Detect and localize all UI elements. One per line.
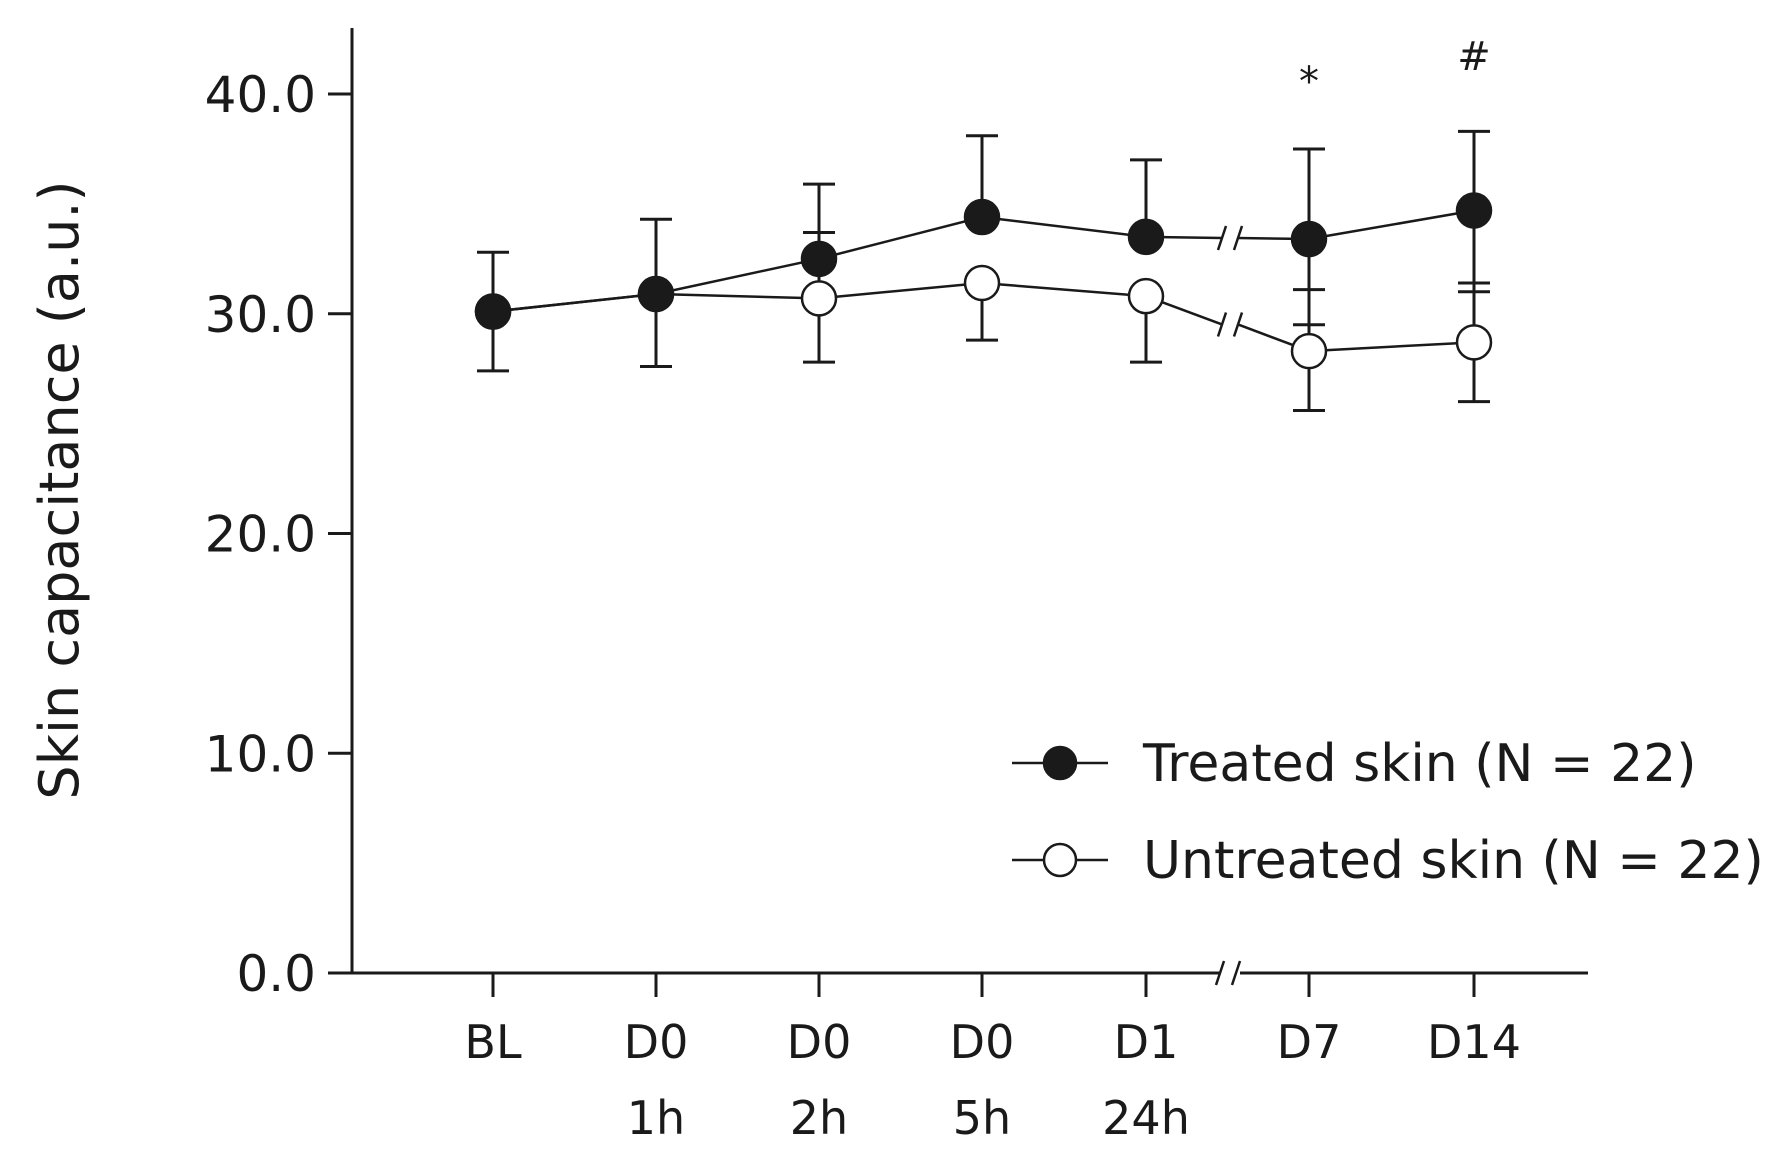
x-ticks: BL D0 1h D0 2h D0 5h D1 24h D7 D14 bbox=[464, 973, 1521, 1145]
axes bbox=[350, 28, 1588, 986]
series-line-0-segment-b bbox=[1308, 209, 1475, 241]
significance-marker: # bbox=[1457, 34, 1491, 80]
series-line-1-segment-b bbox=[1308, 341, 1475, 353]
y-ticks: 0.0 10.0 20.0 30.0 40.0 bbox=[205, 66, 352, 1003]
x-tick-label: D0 bbox=[950, 1015, 1015, 1069]
treated-data-point bbox=[1455, 192, 1493, 229]
significance-marker: * bbox=[1299, 59, 1319, 105]
x-tick-sublabel: 5h bbox=[953, 1091, 1011, 1145]
x-tick-label: D0 bbox=[624, 1015, 689, 1069]
y-tick-label: 30.0 bbox=[205, 286, 316, 344]
untreated-data-point bbox=[1455, 324, 1493, 361]
legend-untreated-label: Untreated skin (N = 22) bbox=[1143, 831, 1764, 891]
treated-data-point bbox=[800, 240, 838, 278]
legend: Treated skin (N = 22) Untreated skin (N … bbox=[1012, 734, 1764, 891]
treated-data-point bbox=[474, 293, 512, 330]
x-tick-label: D1 bbox=[1114, 1015, 1179, 1069]
y-tick-label: 0.0 bbox=[236, 945, 316, 1003]
data-markers bbox=[474, 192, 1493, 370]
y-axis-label: Skin capacitance (a.u.) bbox=[28, 180, 91, 799]
y-tick-label: 10.0 bbox=[205, 725, 316, 783]
y-tick-label: 20.0 bbox=[205, 506, 316, 564]
x-tick-sublabel: 2h bbox=[790, 1091, 848, 1145]
treated-data-point bbox=[1127, 218, 1165, 256]
x-tick-sublabel: 1h bbox=[627, 1091, 685, 1145]
treated-data-point bbox=[637, 275, 675, 313]
untreated-data-point bbox=[1290, 332, 1328, 370]
legend-treated-label: Treated skin (N = 22) bbox=[1142, 734, 1697, 794]
significance-annotations: *# bbox=[1299, 34, 1491, 105]
x-tick-label: D7 bbox=[1277, 1015, 1342, 1069]
untreated-data-point bbox=[1127, 277, 1165, 315]
x-tick-label: D0 bbox=[787, 1015, 852, 1069]
legend-treated-marker bbox=[1042, 745, 1078, 781]
x-tick-sublabel: 24h bbox=[1102, 1091, 1190, 1145]
y-tick-label: 40.0 bbox=[205, 66, 316, 124]
untreated-data-point bbox=[963, 264, 1001, 302]
series-line-0-break-mark bbox=[1216, 225, 1244, 251]
treated-data-point bbox=[1290, 220, 1328, 258]
x-axis-break-mark bbox=[1214, 960, 1242, 986]
x-tick-label: BL bbox=[464, 1015, 522, 1069]
treated-data-point bbox=[963, 198, 1001, 236]
series-line-1-break-mark bbox=[1216, 312, 1244, 337]
untreated-data-point bbox=[800, 280, 838, 317]
legend-untreated-marker bbox=[1042, 842, 1078, 878]
x-tick-label: D14 bbox=[1427, 1015, 1521, 1069]
